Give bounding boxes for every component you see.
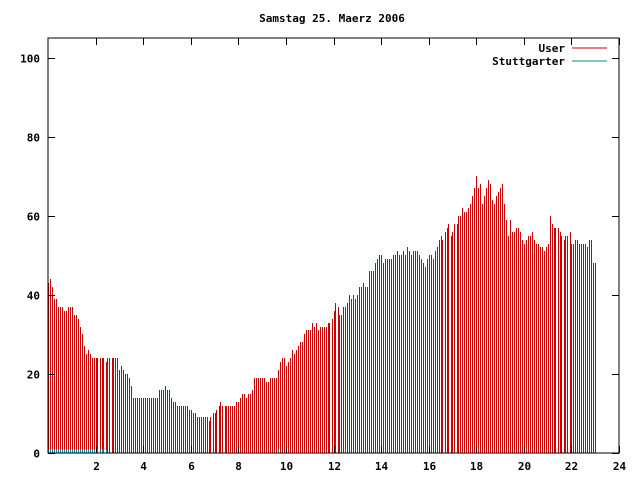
x-tick-label: 10 [280,460,293,473]
x-tick-label: 16 [423,460,437,473]
legend-label-user: User [539,42,566,55]
x-tick-label: 22 [565,460,578,473]
bars-layer [48,176,596,453]
x-tick-label: 2 [93,460,100,473]
x-tick-label: 8 [235,460,242,473]
series-user [48,176,596,453]
x-tick-label: 20 [518,460,531,473]
y-tick-label: 80 [27,132,40,145]
y-tick-label: 100 [20,53,40,66]
plot-frame [47,37,620,454]
x-tick-label: 12 [328,460,341,473]
x-tick-label: 6 [188,460,195,473]
legend-label-stuttgarter: Stuttgarter [492,55,565,68]
x-tick-label: 4 [140,460,147,473]
y-tick-label: 40 [27,290,40,303]
chart-title: Samstag 25. Maerz 2006 [259,12,405,25]
legend: User Stuttgarter [492,42,607,68]
y-tick-label: 60 [27,211,40,224]
x-tick-label: 24 [613,460,627,473]
y-tick-label: 20 [27,369,40,382]
x-tick-label: 14 [375,460,389,473]
y-tick-label: 0 [33,448,40,461]
x-tick-label: 18 [470,460,483,473]
